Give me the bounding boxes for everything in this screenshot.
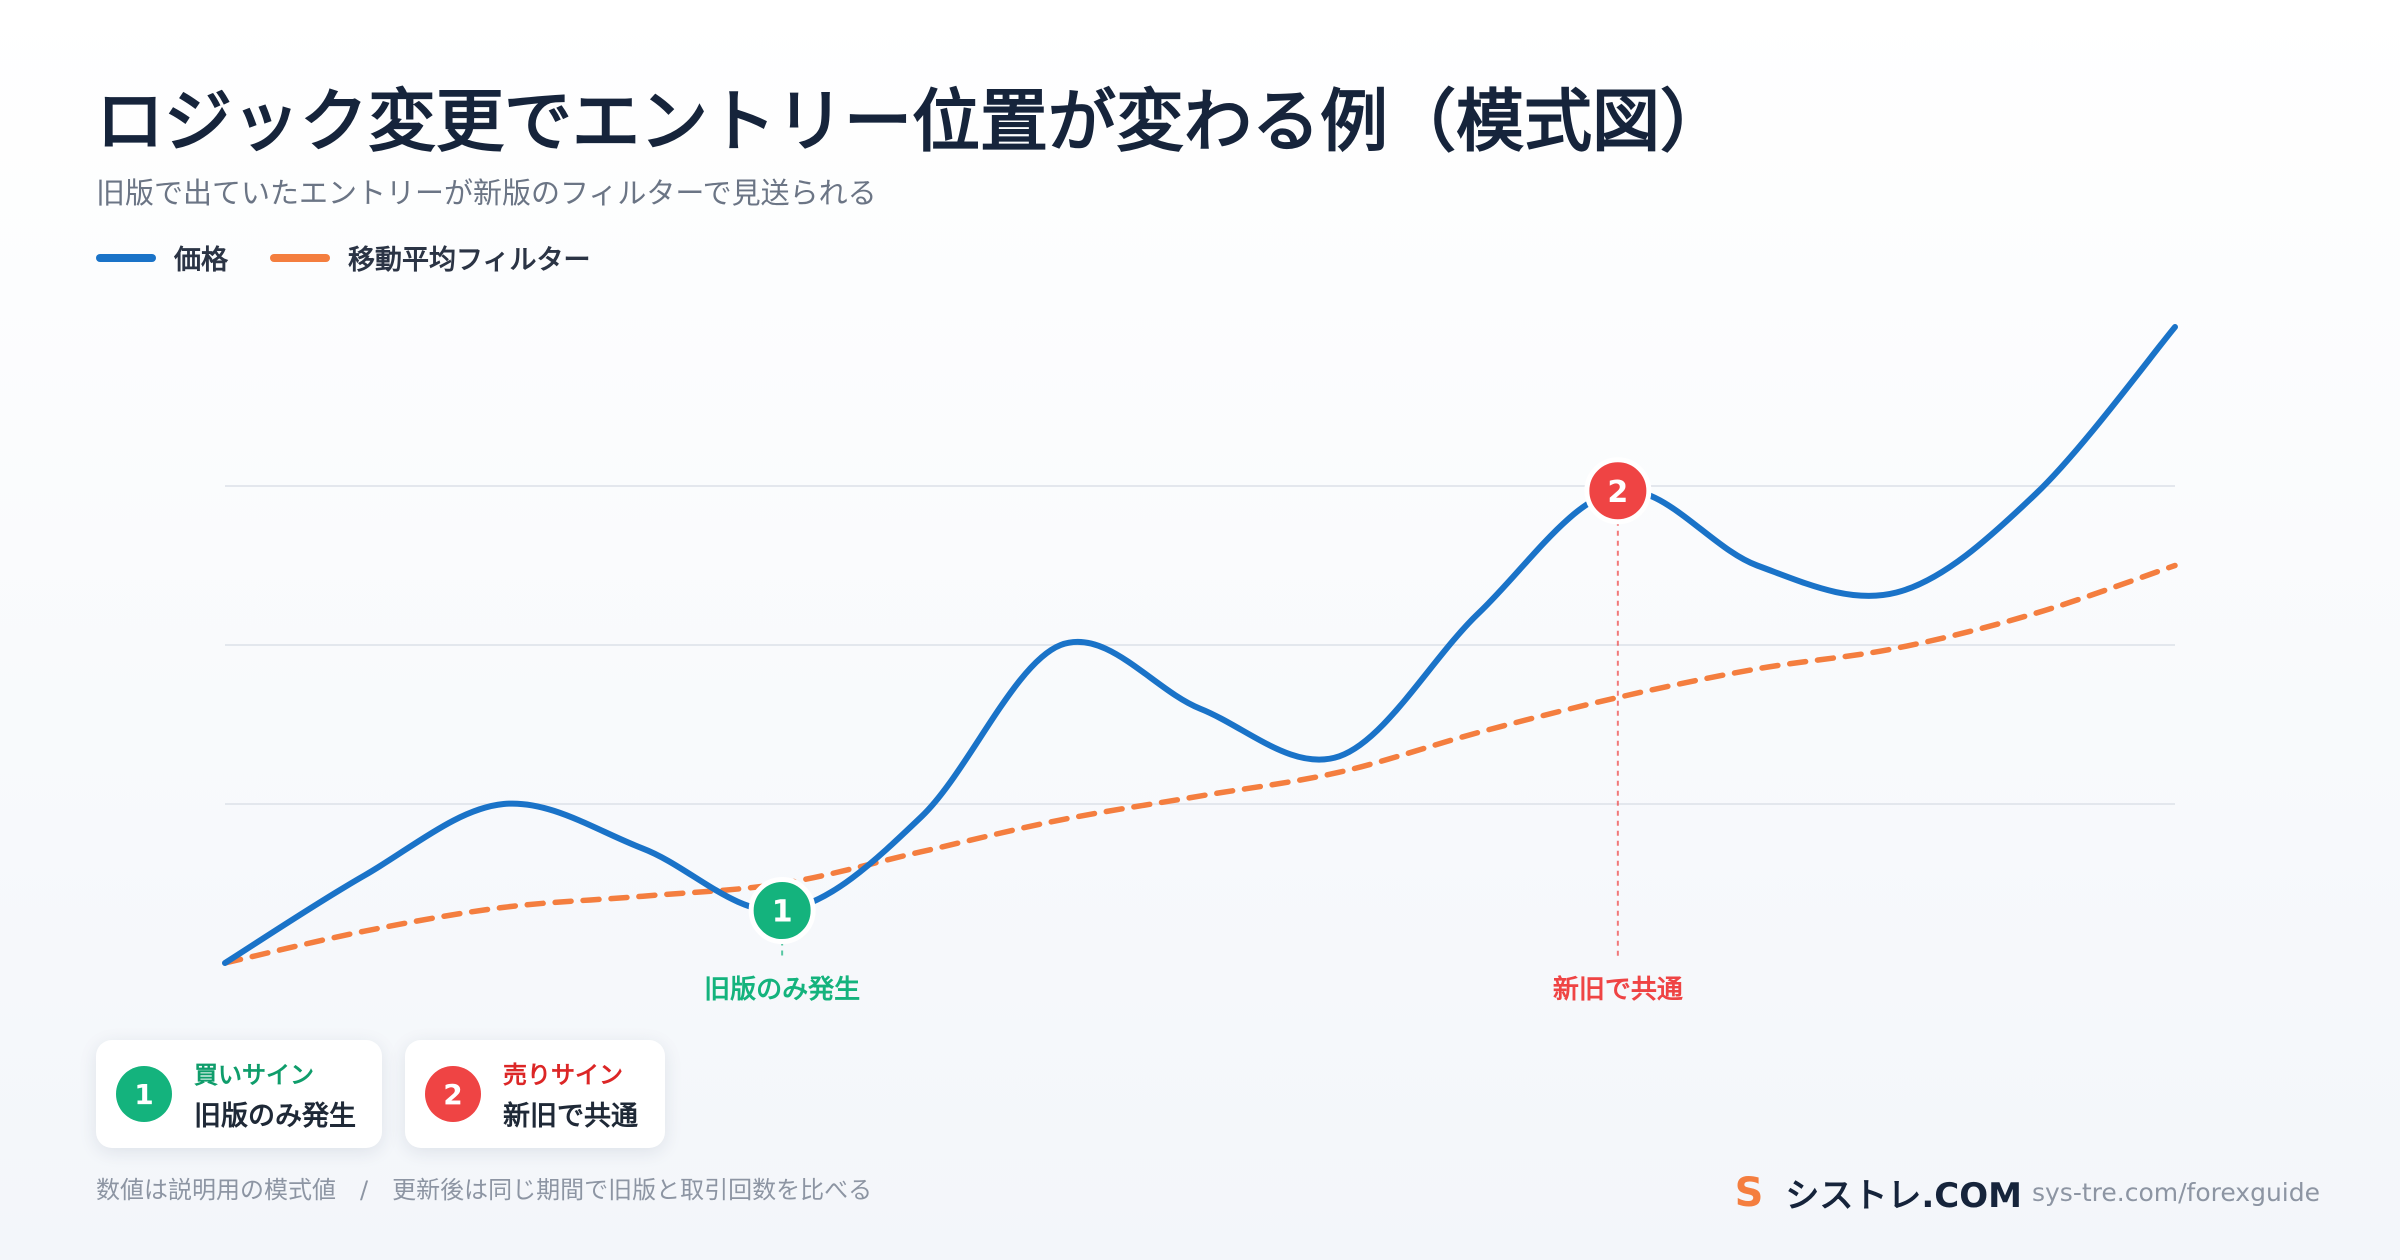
chart-series bbox=[222, 324, 2178, 966]
marker-label-1: 旧版のみ発生 bbox=[704, 975, 860, 1005]
chart-markers: 1 旧版のみ発生 2 新旧で共通 bbox=[704, 457, 1683, 1005]
legend-item-ma-filter: 移動平均フィルター bbox=[270, 238, 590, 277]
price-line bbox=[222, 324, 2178, 966]
signal-kind-buy: 買いサイン bbox=[194, 1061, 314, 1089]
legend-swatch-ma-filter bbox=[270, 253, 330, 262]
signal-kind-sell: 売りサイン bbox=[503, 1061, 623, 1089]
signal-desc-buy: 旧版のみ発生 bbox=[194, 1101, 356, 1132]
legend-item-price: 価格 bbox=[96, 238, 228, 277]
chart-legend: 価格 移動平均フィルター bbox=[96, 238, 590, 277]
signal-badge-1: 1 bbox=[116, 1066, 172, 1122]
footnote: 数値は説明用の模式値 / 更新後は同じ期間で旧版と取引回数を比べる bbox=[96, 1176, 873, 1204]
brand-url: sys-tre.com/forexguide bbox=[2031, 1178, 2320, 1207]
marker-number-2: 2 bbox=[1607, 475, 1628, 510]
page-subtitle: 旧版で出ていたエントリーが新版のフィルターで見送られる bbox=[96, 176, 877, 210]
marker-circle-2 bbox=[1584, 457, 1652, 525]
signal-card-buy: 1 買いサイン 旧版のみ発生 bbox=[96, 1040, 382, 1148]
signal-desc-sell: 新旧で共通 bbox=[503, 1101, 638, 1132]
brand: S シストレ.COM sys-tre.com/forexguide bbox=[1735, 1168, 2320, 1217]
legend-swatch-price bbox=[96, 253, 156, 262]
page-title: ロジック変更でエントリー位置が変わる例（模式図） bbox=[96, 83, 1729, 162]
brand-logo-icon: S bbox=[1734, 1169, 1764, 1216]
marker-circle-1 bbox=[748, 877, 816, 945]
signal-badge-2: 2 bbox=[425, 1066, 481, 1122]
legend-label-price: 価格 bbox=[174, 245, 228, 276]
legend-label-ma-filter: 移動平均フィルター bbox=[348, 245, 591, 276]
marker-label-2: 新旧で共通 bbox=[1553, 974, 1683, 1005]
ma-filter-line bbox=[222, 562, 2178, 966]
brand-name: シストレ.COM bbox=[1785, 1176, 2022, 1216]
chart-grid bbox=[225, 485, 2175, 805]
signal-card-sell: 2 売りサイン 新旧で共通 bbox=[405, 1040, 665, 1148]
marker-number-1: 1 bbox=[772, 895, 793, 930]
line-chart: 1 旧版のみ発生 2 新旧で共通 bbox=[222, 324, 2178, 1005]
